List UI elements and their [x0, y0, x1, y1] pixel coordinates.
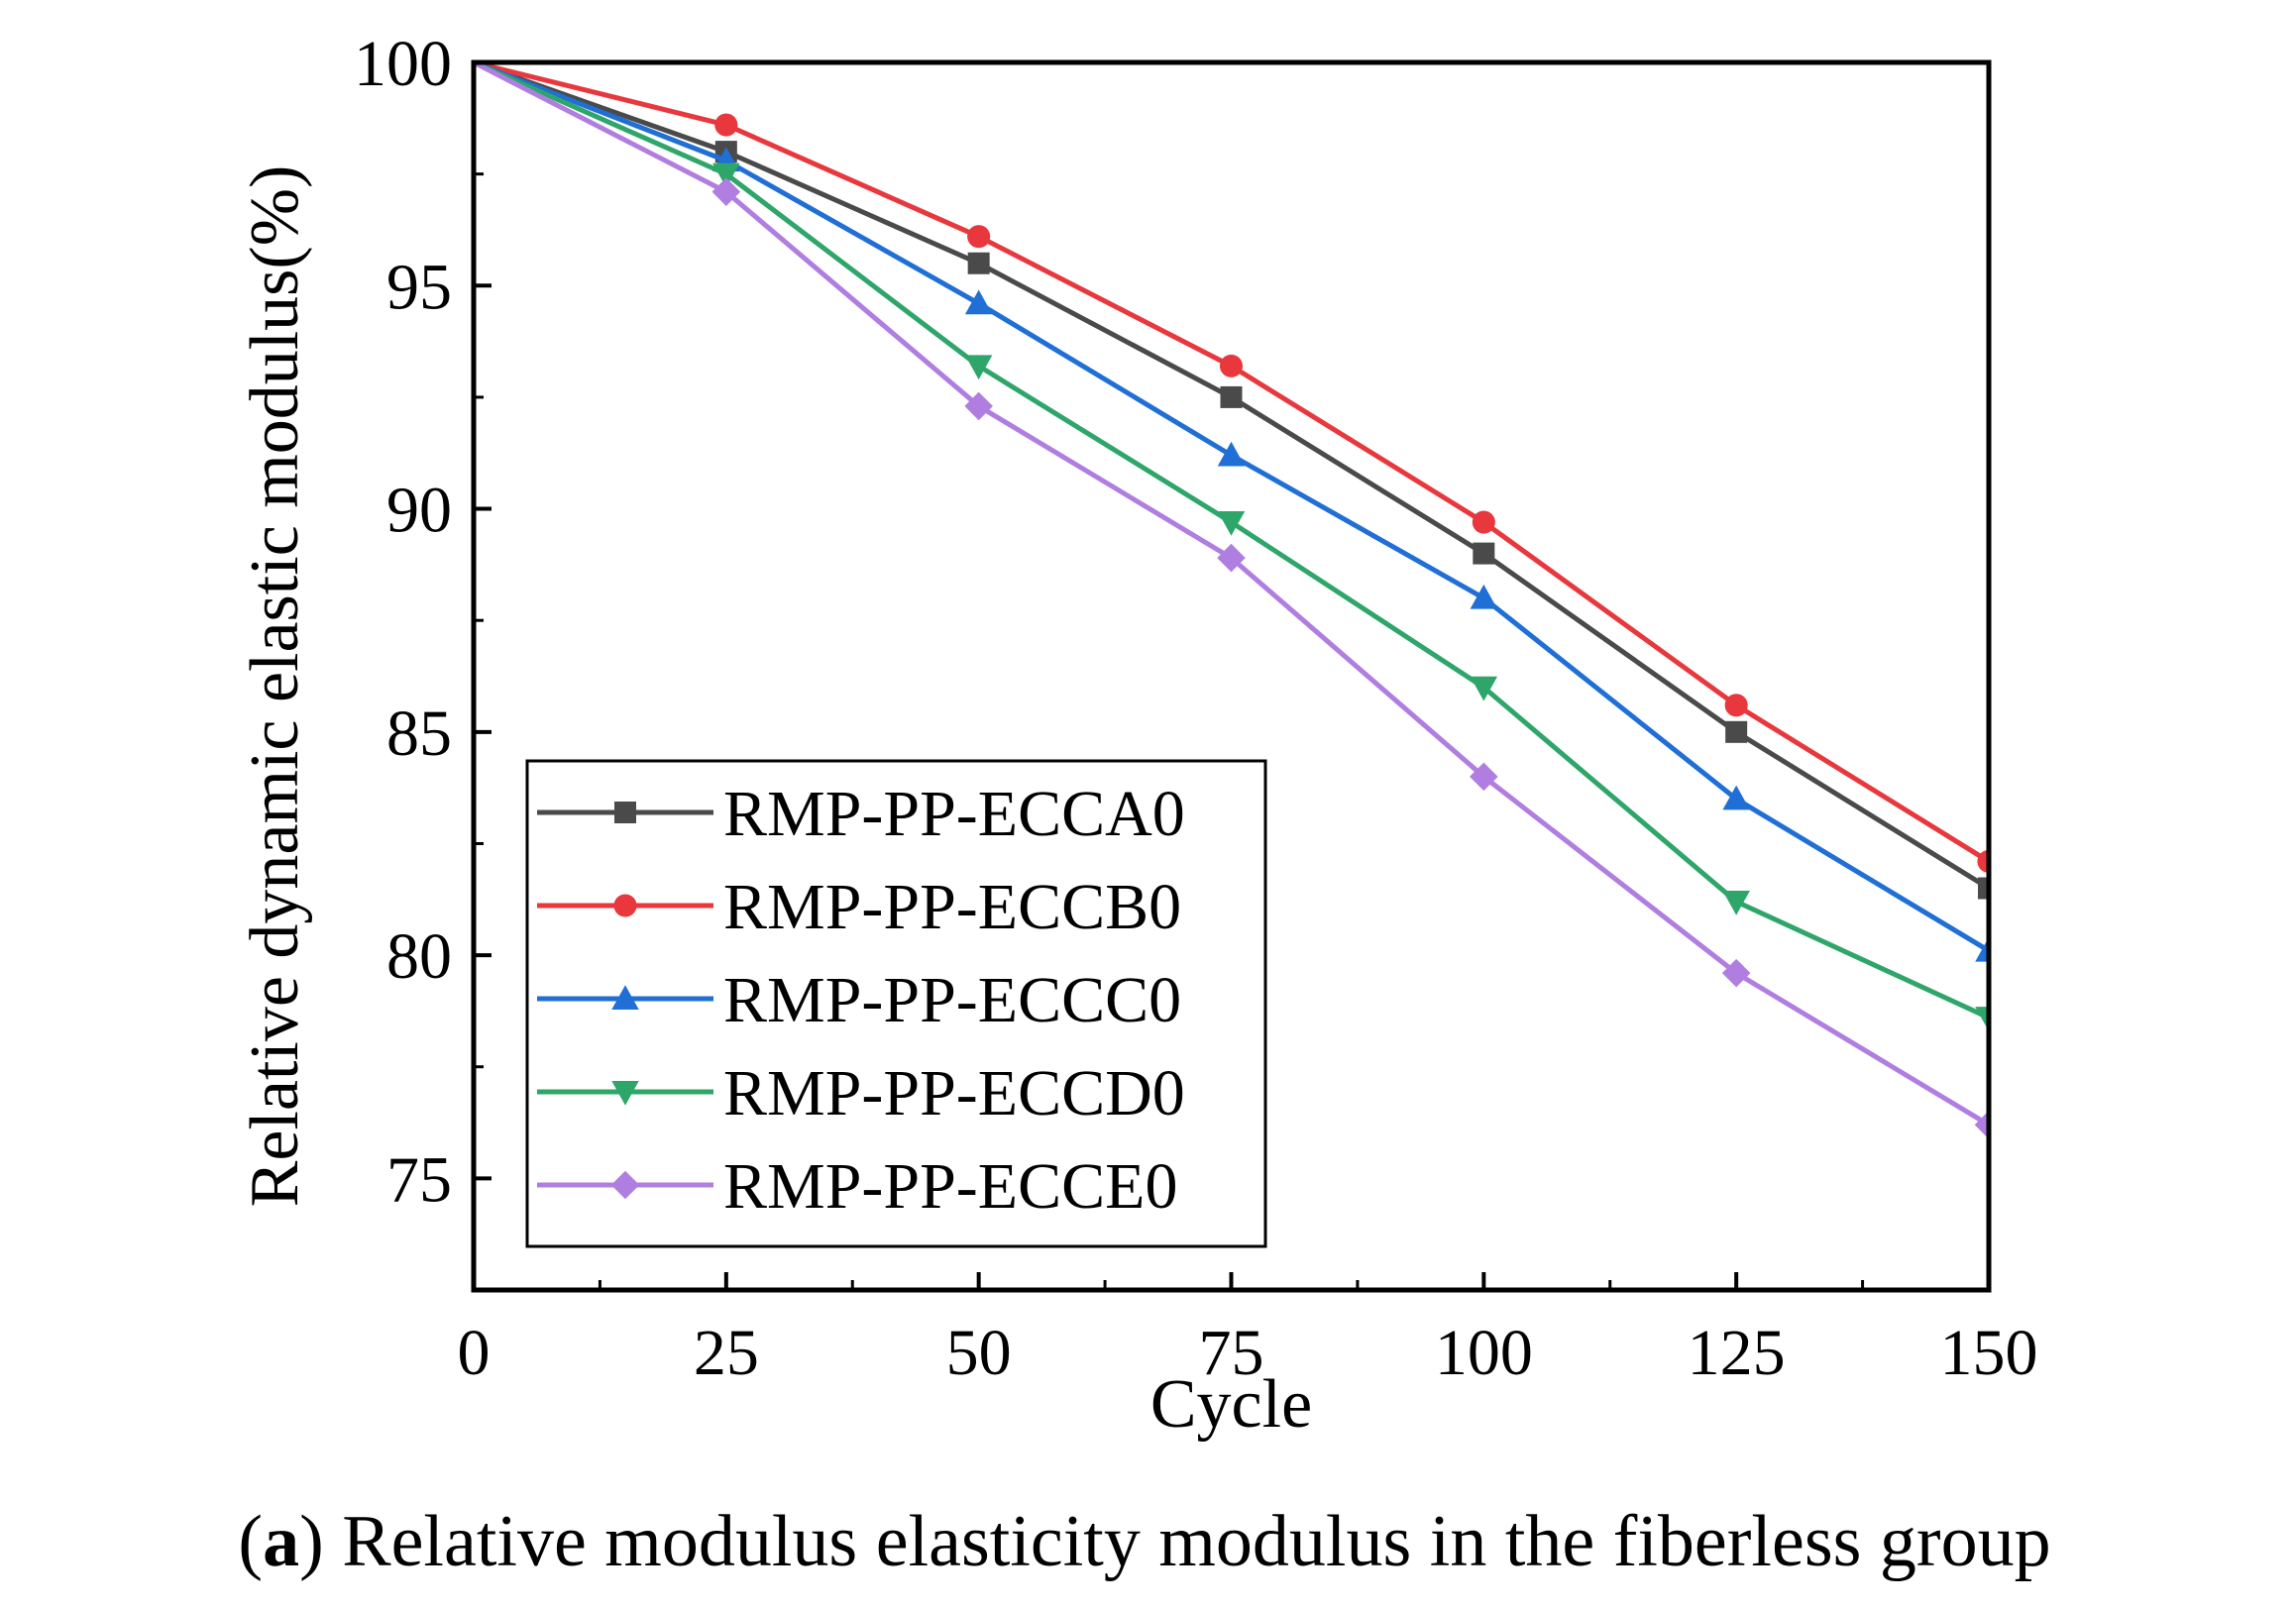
legend-marker-RMP-PP-ECCB0: [613, 894, 637, 917]
legend-marker-RMP-PP-ECCC0: [611, 985, 639, 1010]
y-tick-label-75: 75: [386, 1143, 452, 1216]
x-axis-title: Cycle: [1150, 1366, 1312, 1443]
plot-area: [474, 62, 1989, 1139]
series-point-RMP-PP-ECCE0-75: [1217, 543, 1246, 573]
series-point-RMP-PP-ECCA0-150: [1978, 877, 1989, 900]
series-point-RMP-PP-ECCC0-75: [1217, 441, 1246, 467]
legend-marker-RMP-PP-ECCE0: [610, 1170, 640, 1200]
series-point-RMP-PP-ECCE0-100: [1470, 762, 1498, 792]
series-point-RMP-PP-ECCD0-150: [1975, 1007, 1989, 1031]
series-point-RMP-PP-ECCC0-150: [1975, 936, 1989, 962]
series-point-RMP-PP-ECCA0-75: [1220, 385, 1243, 408]
y-tick-label-100: 100: [354, 28, 452, 100]
x-tick-label-25: 25: [694, 1317, 759, 1389]
x-tick-label-0: 0: [458, 1317, 491, 1389]
legend-box: [525, 759, 1267, 1248]
y-tick-label-80: 80: [386, 920, 452, 993]
legend: RMP-PP-ECCA0 RMP-PP-ECCB0 RMP-PP-ECCC0 RMP-…: [525, 759, 1267, 1248]
legend-label-RMP-PP-ECCA0: RMP-PP-ECCA0: [723, 778, 1185, 850]
x-tick-label-125: 125: [1688, 1317, 1786, 1389]
series-point-RMP-PP-ECCD0-100: [1470, 676, 1498, 701]
legend-label-RMP-PP-ECCC0: RMP-PP-ECCC0: [723, 964, 1181, 1036]
series-point-RMP-PP-ECCE0-50: [964, 391, 993, 421]
series-point-RMP-PP-ECCB0-75: [1219, 354, 1244, 377]
series-point-RMP-PP-ECCB0-100: [1472, 510, 1495, 534]
series-point-RMP-PP-ECCD0-25: [712, 162, 740, 188]
legend-label-RMP-PP-ECCB0: RMP-PP-ECCB0: [723, 871, 1181, 943]
x-tick-label-100: 100: [1435, 1317, 1533, 1389]
series-point-RMP-PP-ECCA0-50: [967, 252, 990, 274]
series-point-RMP-PP-ECCD0-125: [1722, 891, 1750, 915]
series-point-RMP-PP-ECCD0-75: [1217, 511, 1246, 536]
series-point-RMP-PP-ECCC0-100: [1470, 584, 1498, 609]
series-point-RMP-PP-ECCA0-100: [1473, 542, 1495, 565]
series-point-RMP-PP-ECCB0-25: [714, 113, 738, 137]
legend-marker-RMP-PP-ECCD0: [611, 1081, 639, 1106]
y-axis-title: Relative dynamic elastic modulus(%): [237, 165, 313, 1208]
caption-text: Relative modulus elasticity modulus in t…: [324, 1501, 2051, 1582]
series-group: [474, 62, 1989, 1139]
series-point-RMP-PP-ECCA0-125: [1725, 720, 1748, 743]
series-point-RMP-PP-ECCC0-50: [964, 289, 993, 315]
series-point-RMP-PP-ECCB0-50: [967, 225, 991, 249]
x-tick-label-150: 150: [1940, 1317, 2038, 1389]
caption-label: a: [263, 1501, 299, 1582]
caption-open-paren: (: [238, 1501, 263, 1582]
axes: 0 25 50 75 100 125 150 75 80 85 90 95 100: [354, 28, 2038, 1389]
legend-label-RMP-PP-ECCE0: RMP-PP-ECCE0: [723, 1150, 1177, 1223]
y-tick-label-95: 95: [386, 251, 452, 323]
legend-marker-RMP-PP-ECCA0: [614, 802, 636, 823]
y-tick-label-90: 90: [386, 475, 452, 547]
series-point-RMP-PP-ECCB0-125: [1724, 694, 1748, 717]
x-tick-label-75: 75: [1199, 1317, 1264, 1389]
y-tick-label-85: 85: [386, 698, 452, 770]
series-point-RMP-PP-ECCB0-150: [1977, 849, 1989, 874]
figure-caption: (a) Relative modulus elasticity modulus …: [238, 1501, 2050, 1582]
series-point-RMP-PP-ECCD0-50: [964, 355, 993, 380]
series-point-RMP-PP-ECCE0-150: [1974, 1110, 1989, 1139]
x-tick-label-50: 50: [946, 1317, 1012, 1389]
series-point-RMP-PP-ECCE0-125: [1721, 958, 1751, 988]
legend-label-RMP-PP-ECCD0: RMP-PP-ECCD0: [723, 1057, 1185, 1129]
series-point-RMP-PP-ECCE0-25: [711, 177, 741, 206]
caption-close-paren: ): [299, 1501, 324, 1582]
series-point-RMP-PP-ECCC0-125: [1722, 785, 1750, 810]
